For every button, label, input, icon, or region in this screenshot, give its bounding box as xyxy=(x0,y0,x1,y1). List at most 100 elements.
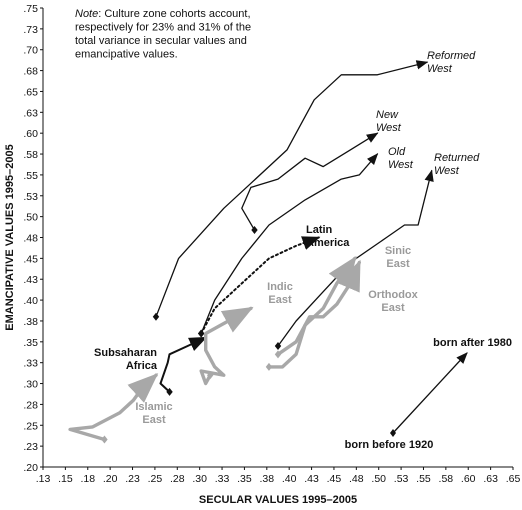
series-start-marker xyxy=(166,387,173,396)
series-label: West xyxy=(427,63,453,75)
series-label: Latin xyxy=(306,224,333,236)
y-tick-label: .30 xyxy=(23,379,38,391)
series-layer xyxy=(68,60,434,444)
x-axis-title: SECULAR VALUES 1995–2005 xyxy=(199,494,357,506)
series-start-marker xyxy=(274,341,282,350)
series-start-marker xyxy=(274,350,282,359)
y-tick-label: .55 xyxy=(23,170,38,182)
note-text: : Culture zone cohorts account, xyxy=(98,8,250,20)
direction-legend: born after 1980 born before 1920 xyxy=(345,337,512,451)
series-line xyxy=(276,259,361,356)
x-tick-label: .30 xyxy=(192,473,207,485)
series-label: Islamic xyxy=(135,401,172,413)
y-tick-label: .23 xyxy=(23,441,38,453)
x-tick-label: .58 xyxy=(439,473,454,485)
x-tick-label: .18 xyxy=(80,473,95,485)
series-label: Reformed xyxy=(427,50,476,62)
y-tick-label: .53 xyxy=(23,191,38,203)
series-start-marker xyxy=(101,435,108,444)
note-line: Note: Culture zone cohorts account, xyxy=(75,8,251,20)
y-tick-label: .20 xyxy=(23,462,38,474)
series-label: Old xyxy=(388,146,406,158)
y-tick-label: .28 xyxy=(23,399,38,411)
series-line xyxy=(241,132,379,231)
note-line: emancipative values. xyxy=(75,49,178,61)
series-label: East xyxy=(386,258,410,270)
series-line xyxy=(200,236,321,335)
y-tick-label: .63 xyxy=(23,107,38,119)
x-tick-label: .38 xyxy=(260,473,275,485)
series-label: East xyxy=(381,302,405,314)
axes xyxy=(42,8,513,468)
legend-oldest-label: born before 1920 xyxy=(345,439,434,451)
series-label: West xyxy=(388,159,414,171)
series-label: West xyxy=(434,165,460,177)
series-label: Returned xyxy=(434,152,480,164)
series-label: Africa xyxy=(126,360,158,372)
series-start-marker xyxy=(197,329,205,338)
y-tick-label: .38 xyxy=(23,316,38,328)
y-tick-label: .68 xyxy=(23,66,38,78)
x-tick-label: .55 xyxy=(416,473,431,485)
x-tick-label: .40 xyxy=(282,473,297,485)
note-prefix: Note xyxy=(75,8,98,20)
y-tick-label: .45 xyxy=(23,253,38,265)
x-tick-label: .33 xyxy=(215,473,230,485)
series-line xyxy=(68,373,159,442)
y-tick-label: .35 xyxy=(23,337,38,349)
y-tick-label: .25 xyxy=(23,420,38,432)
series-line xyxy=(200,153,379,335)
series-labels: ReformedWestNewWestOldWestReturnedWestLa… xyxy=(94,50,480,426)
series-start-marker xyxy=(251,225,258,234)
y-tick-label: .40 xyxy=(23,295,38,307)
y-tick-label: .65 xyxy=(23,86,38,98)
y-axis-title: EMANCIPATIVE VALUES 1995–2005 xyxy=(4,144,16,330)
tick-labels: .13 .15 .18 .20 .23 .25 .28 .30 .33 .35 .38 .40 .43.… xyxy=(23,3,520,485)
chart-note: Note: Culture zone cohorts account, respe… xyxy=(75,8,251,61)
series-line xyxy=(159,336,208,393)
series-line xyxy=(155,60,429,318)
series-label: West xyxy=(376,122,402,134)
x-tick-label: .15 xyxy=(58,473,73,485)
x-tick-label: .60 xyxy=(461,473,476,485)
series-line xyxy=(277,169,434,347)
series-label: Indic xyxy=(267,281,293,293)
x-tick-label: .45 xyxy=(327,473,342,485)
x-tick-label: .25 xyxy=(148,473,163,485)
y-tick-label: .48 xyxy=(23,233,38,245)
y-tick-label: .75 xyxy=(23,3,38,15)
x-tick-label: .48 xyxy=(349,473,364,485)
series-label: Subsaharan xyxy=(94,347,157,359)
x-tick-label: .50 xyxy=(371,473,386,485)
series-start-marker xyxy=(207,371,214,380)
x-tick-label: .53 xyxy=(394,473,409,485)
series-line xyxy=(199,306,254,386)
series-start-marker xyxy=(265,362,273,371)
y-tick-label: .70 xyxy=(23,45,38,57)
series-start-marker xyxy=(152,312,160,321)
note-line: total variance in secular values and xyxy=(75,35,247,47)
series-label: East xyxy=(142,414,166,426)
y-tick-label: .33 xyxy=(23,358,38,370)
series-label: Sinic xyxy=(385,245,411,257)
y-tick-label: .60 xyxy=(23,128,38,140)
legend-start-marker xyxy=(390,429,396,437)
x-tick-label: .63 xyxy=(483,473,498,485)
x-tick-label: .43 xyxy=(304,473,319,485)
series-label: Orthodox xyxy=(368,289,418,301)
y-tick-label: .50 xyxy=(23,212,38,224)
note-line: respectively for 23% and 31% of the xyxy=(75,22,251,34)
series-label: East xyxy=(268,294,292,306)
series-label: New xyxy=(376,109,399,121)
y-tick-label: .73 xyxy=(23,24,38,36)
legend-newest-label: born after 1980 xyxy=(433,337,512,349)
x-tick-label: .13 xyxy=(36,473,51,485)
x-tick-label: .23 xyxy=(125,473,140,485)
x-tick-label: .28 xyxy=(170,473,185,485)
x-tick-label: .65 xyxy=(506,473,521,485)
y-tick-label: .43 xyxy=(23,274,38,286)
x-tick-label: .20 xyxy=(103,473,118,485)
x-tick-label: .35 xyxy=(237,473,252,485)
y-tick-label: .58 xyxy=(23,149,38,161)
